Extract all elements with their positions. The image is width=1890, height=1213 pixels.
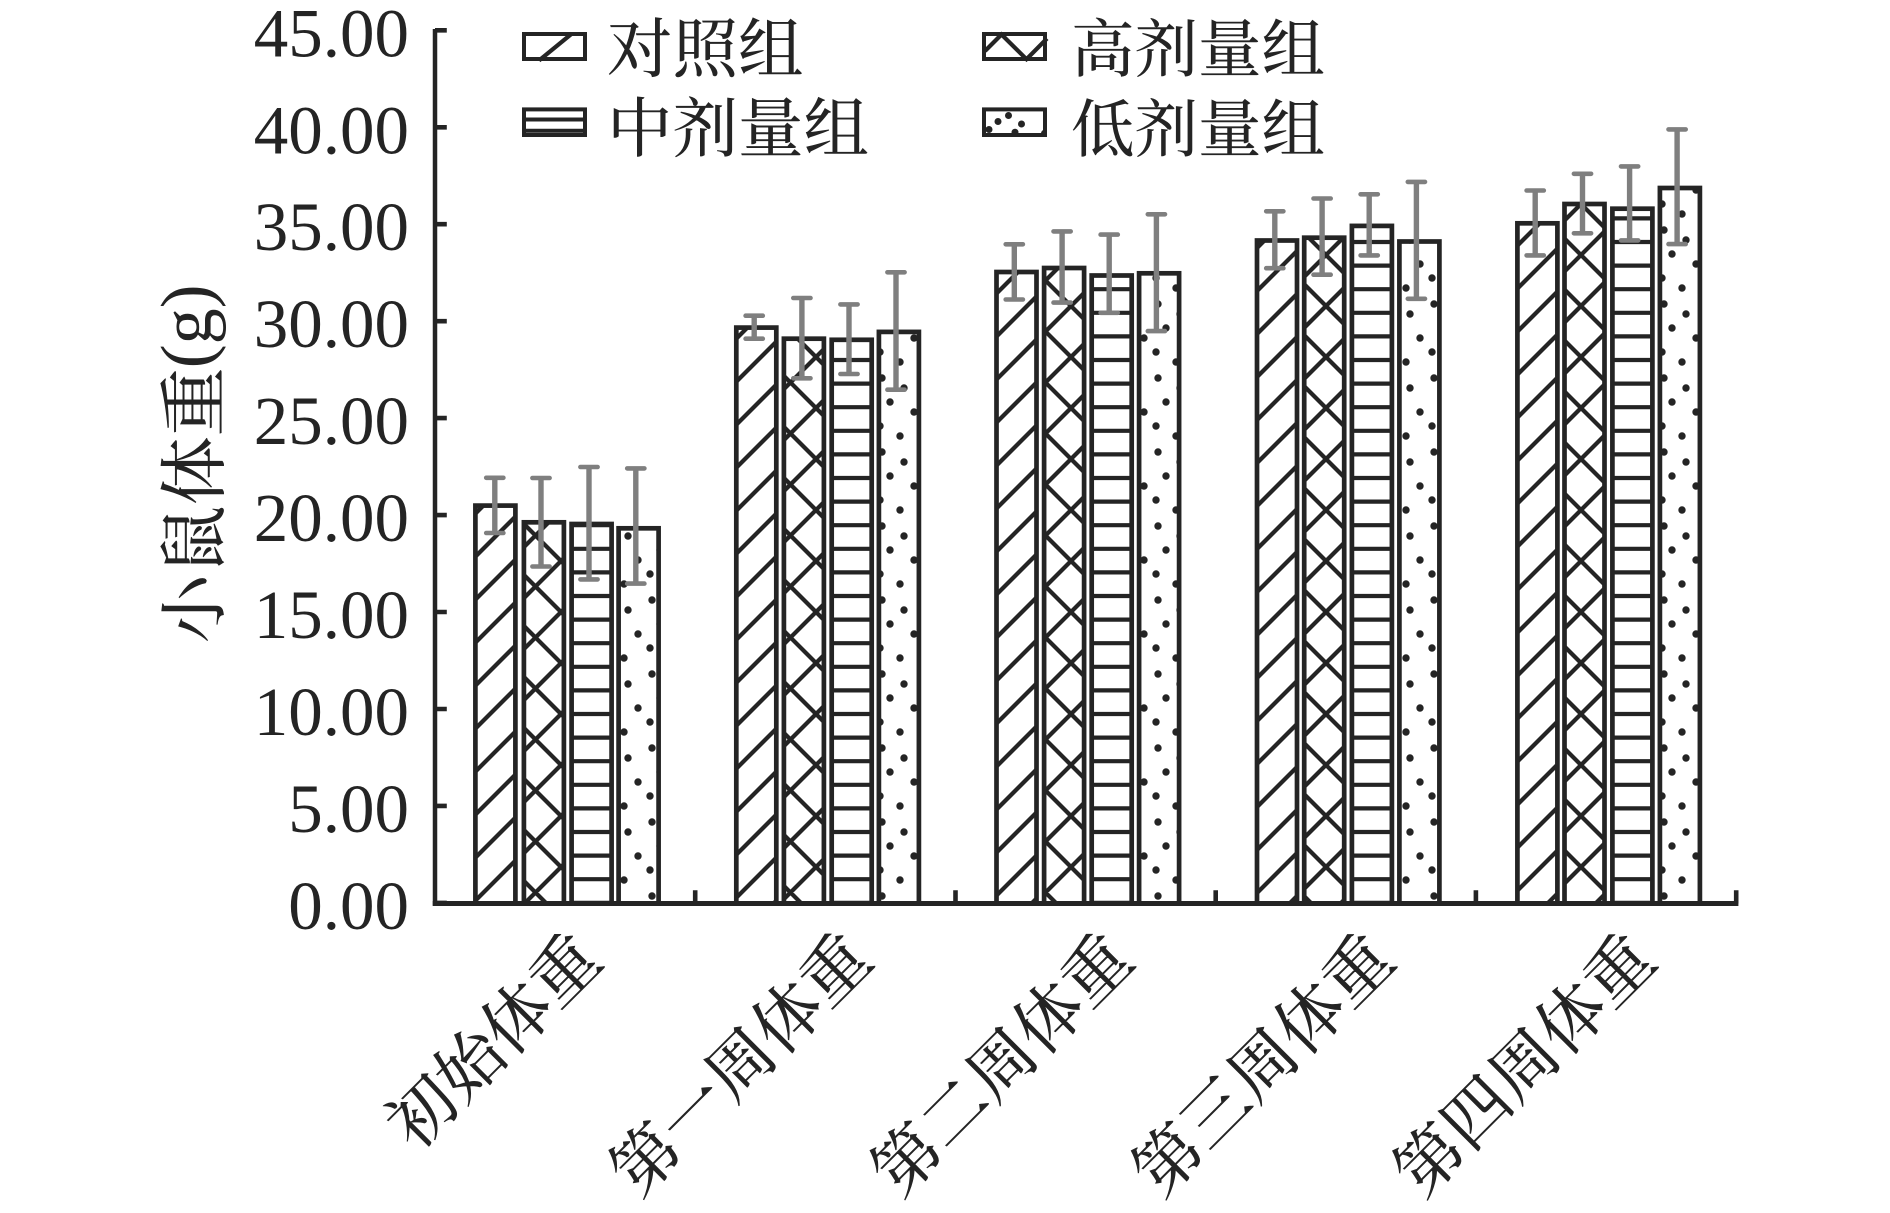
svg-text:20.00: 20.00 (254, 480, 409, 556)
svg-text:35.00: 35.00 (254, 189, 409, 265)
svg-text:30.00: 30.00 (254, 286, 409, 362)
svg-text:45.00: 45.00 (254, 0, 409, 71)
svg-text:5.00: 5.00 (288, 771, 409, 847)
svg-text:25.00: 25.00 (254, 383, 409, 459)
svg-text:10.00: 10.00 (254, 674, 409, 750)
svg-text:40.00: 40.00 (254, 92, 409, 168)
svg-text:0.00: 0.00 (288, 868, 409, 944)
svg-text:(g): (g) (146, 284, 226, 368)
svg-text:15.00: 15.00 (254, 577, 409, 653)
